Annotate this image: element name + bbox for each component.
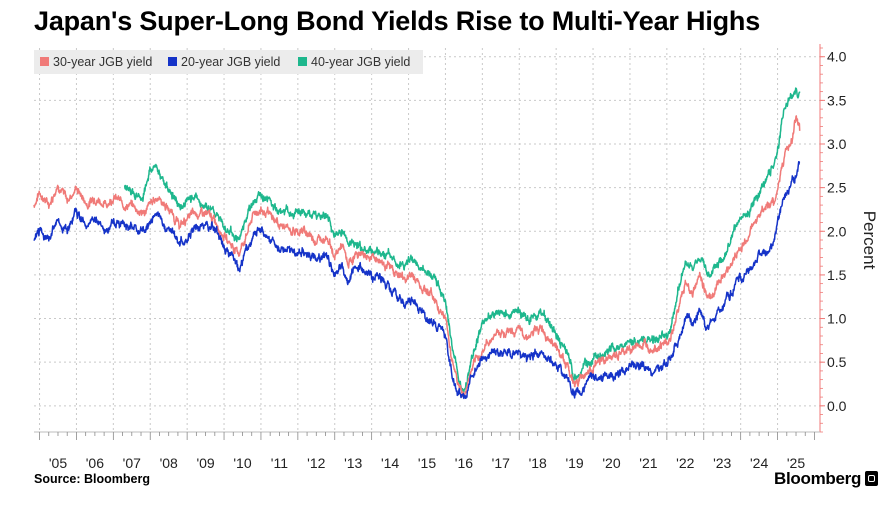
x-tick-label: '07 [123,455,141,471]
x-tick-label: '24 [750,455,768,471]
y-tick-label: 4.0 [827,49,847,65]
x-tick-label: '19 [565,455,583,471]
legend-swatch [298,57,307,66]
y-tick-label: 1.0 [827,311,847,327]
x-tick-label: '08 [160,455,178,471]
legend: 30-year JGB yield 20-year JGB yield 40-yea… [34,50,423,74]
x-axis: '05 '06 '07 '08 '09 '10 '11 '12 '13 '14 '15 '16 '17 '… [34,431,820,471]
chart-title: Japan's Super-Long Bond Yields Rise to M… [34,6,761,36]
x-tick-label: '23 [713,455,731,471]
x-tick-label: '16 [455,455,473,471]
x-tick-label: '13 [344,455,362,471]
bloomberg-badge-icon [865,471,878,486]
x-tick-label: '06 [86,455,104,471]
y-tick-label: 0.0 [827,398,847,414]
x-tick-label: '21 [639,455,657,471]
x-tick-label: '11 [271,455,288,471]
x-tick-label: '17 [492,455,510,471]
legend-swatch [40,57,49,66]
series-line-30y [33,115,801,398]
x-tick-label: '20 [602,455,620,471]
x-tick-label: '10 [233,455,251,471]
brand-logo: Bloomberg [774,469,862,488]
y-tick-label: 1.5 [827,267,847,283]
x-tick-label: '14 [381,455,399,471]
series-line-40y [123,87,801,395]
y-tick-label: 3.5 [827,92,847,108]
source-note: Source: Bloomberg [34,472,150,486]
y-axis: 0.0 0.5 1.0 1.5 2.0 2.5 3.0 3.5 4.0 [819,44,847,433]
legend-background [34,50,423,74]
grid-lines [34,48,820,432]
legend-entry-label: 20-year JGB yield [181,55,280,69]
y-tick-label: 0.5 [827,354,847,370]
y-tick-label: 2.5 [827,180,847,196]
series-line-20y [33,160,801,400]
x-tick-label: '15 [418,455,436,471]
y-tick-label: 3.0 [827,136,847,152]
legend-entry-label: 40-year JGB yield [311,55,410,69]
series-lines [33,87,801,400]
x-tick-label: '09 [196,455,214,471]
legend-entry-label: 30-year JGB yield [53,55,152,69]
x-tick-label: '12 [307,455,325,471]
x-tick-label: '05 [49,455,67,471]
x-tick-label: '25 [787,455,805,471]
y-tick-label: 2.0 [827,223,847,239]
x-tick-label: '22 [676,455,694,471]
legend-swatch [168,57,177,66]
x-tick-label: '18 [529,455,547,471]
y-axis-label: Percent [860,211,879,270]
